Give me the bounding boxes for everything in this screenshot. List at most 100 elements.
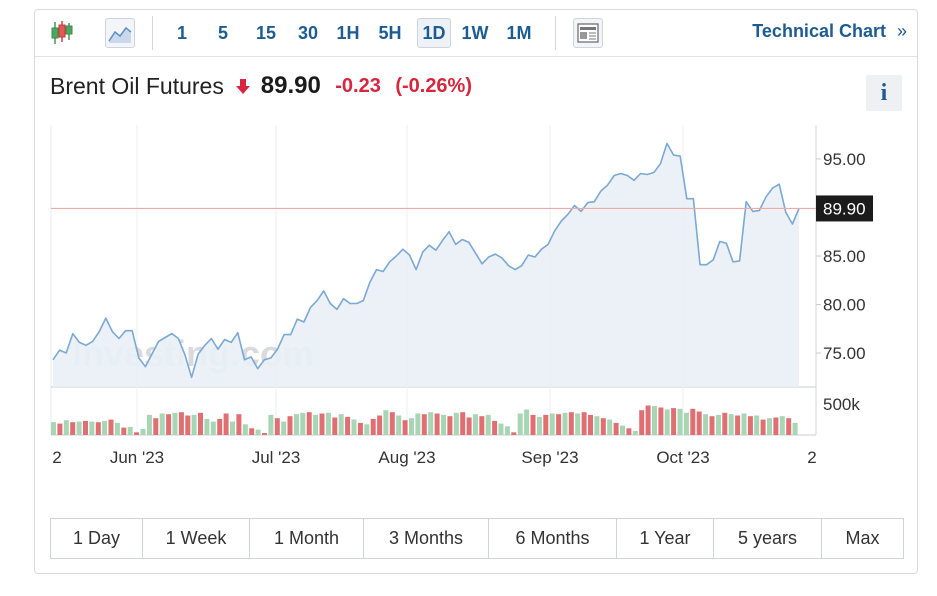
volume-bar <box>364 424 370 435</box>
y-tick-label: 75.00 <box>823 344 866 363</box>
volume-bar <box>178 412 184 435</box>
volume-bar <box>568 412 574 435</box>
volume-bar <box>626 428 632 435</box>
period-1m[interactable]: 1M <box>506 23 532 43</box>
period-1d[interactable]: 1D <box>417 18 451 48</box>
price-line <box>52 142 800 379</box>
info-button[interactable]: i <box>866 75 902 111</box>
period-5[interactable]: 5 <box>217 23 228 43</box>
volume-bar <box>594 416 600 435</box>
news-layout-icon[interactable] <box>573 18 603 48</box>
volume-bar <box>332 417 338 435</box>
range-1-month[interactable]: 1 Month <box>250 519 364 558</box>
period-5h[interactable]: 5H <box>378 23 402 43</box>
volume-bar <box>217 418 223 435</box>
instrument-header: Brent Oil Futures 89.90 -0.23 (-0.26%) <box>50 72 472 102</box>
volume-bar <box>549 413 555 435</box>
volume-bar <box>185 415 191 435</box>
volume-bar <box>121 427 127 435</box>
period-1[interactable]: 1 <box>176 23 187 43</box>
volume-bar <box>645 405 651 435</box>
period-15[interactable]: 15 <box>255 23 277 43</box>
volume-bar <box>255 429 261 435</box>
volume-bar <box>293 414 299 435</box>
volume-bar <box>530 414 536 435</box>
y-tick-label: 85.00 <box>823 247 866 266</box>
volume-bar <box>709 416 715 435</box>
volume-bar <box>351 419 357 435</box>
volume-bar <box>146 414 152 435</box>
volume-bar <box>453 412 459 435</box>
volume-bar <box>357 422 363 435</box>
price-change: -0.23 <box>335 74 381 97</box>
volume-bar <box>760 419 766 435</box>
volume-bar <box>658 407 664 435</box>
volume-bar <box>479 416 485 435</box>
price-chart: 2 Jun '23 Jul '23 Aug '23 Sep '23 Oct '23 2 95.… <box>50 125 873 467</box>
volume-bar <box>191 414 197 435</box>
volume-bar <box>325 412 331 435</box>
volume-bar <box>511 432 517 435</box>
volume-bar <box>600 418 606 435</box>
volume-bar <box>236 414 242 435</box>
volume-bar <box>249 428 255 435</box>
volume-bar <box>722 412 728 435</box>
volume-bar <box>536 416 542 435</box>
volume-bar <box>313 414 319 435</box>
volume-bar <box>300 412 306 435</box>
volume-bar <box>428 412 434 435</box>
volume-bar <box>223 413 229 435</box>
volume-bar <box>767 418 772 435</box>
volume-bar <box>57 423 63 435</box>
volume-bar <box>472 414 478 435</box>
volume-bar <box>108 419 114 435</box>
volume-bar <box>198 412 203 435</box>
current-price-tag <box>816 195 873 222</box>
volume-bar <box>690 408 696 435</box>
volume-bar <box>210 421 216 435</box>
volume-bar <box>613 422 619 435</box>
volume-bar <box>639 410 645 435</box>
range-max[interactable]: Max <box>845 528 880 548</box>
volume-bar <box>345 416 351 435</box>
volume-bar <box>556 414 562 435</box>
volume-bar <box>581 412 587 435</box>
volume-bar <box>127 426 133 435</box>
period-1w[interactable]: 1W <box>461 23 489 43</box>
range-1-week[interactable]: 1 Week <box>143 519 250 558</box>
volume-bar <box>562 412 568 435</box>
volume-bar <box>735 415 741 435</box>
period-30[interactable]: 30 <box>297 23 319 43</box>
volume-bar <box>306 412 312 435</box>
volume-bar <box>281 421 287 435</box>
volume-bar <box>620 425 625 435</box>
volume-bar <box>319 413 325 435</box>
volume-bar <box>421 414 427 435</box>
volume-bar <box>664 409 670 435</box>
volume-bar <box>671 408 677 435</box>
range-5-years[interactable]: 5 years <box>714 519 822 558</box>
volume-bar <box>396 415 402 435</box>
technical-chart-link[interactable]: Technical Chart » <box>752 21 907 42</box>
period-1h[interactable]: 1H <box>336 23 360 43</box>
volume-bar <box>715 414 721 435</box>
volume-bar <box>159 413 165 435</box>
volume-bar <box>441 414 446 435</box>
volume-bar <box>95 422 101 435</box>
candlestick-chart-icon[interactable] <box>47 18 77 48</box>
volume-bar <box>409 418 414 435</box>
range-1-year[interactable]: 1 Year <box>617 519 714 558</box>
range-1-day[interactable]: 1 Day <box>51 519 143 558</box>
x-tick-label: 2 <box>807 448 816 467</box>
volume-bar <box>83 420 88 435</box>
range-3-months[interactable]: 3 Months <box>364 519 489 558</box>
volume-bar <box>172 412 178 435</box>
volume-bar <box>204 418 210 435</box>
area-chart-icon[interactable] <box>105 18 135 48</box>
volume-bar <box>389 412 395 435</box>
volume-bar <box>703 414 709 435</box>
range-selector: 1 Day 1 Week 1 Month 3 Months 6 Months 1 Year… <box>50 518 904 559</box>
range-6-months[interactable]: 6 Months <box>489 519 617 558</box>
volume-bar <box>338 414 344 435</box>
volume-bar <box>89 421 95 435</box>
